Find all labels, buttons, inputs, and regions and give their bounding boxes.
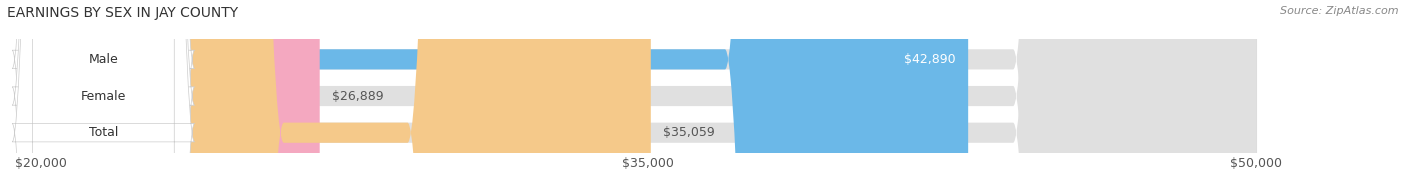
Text: EARNINGS BY SEX IN JAY COUNTY: EARNINGS BY SEX IN JAY COUNTY bbox=[7, 6, 238, 20]
Text: Female: Female bbox=[80, 90, 127, 103]
FancyBboxPatch shape bbox=[41, 0, 1257, 196]
Text: $42,890: $42,890 bbox=[904, 53, 956, 66]
FancyBboxPatch shape bbox=[41, 0, 651, 196]
FancyBboxPatch shape bbox=[41, 0, 1257, 196]
FancyBboxPatch shape bbox=[13, 0, 194, 196]
Text: Source: ZipAtlas.com: Source: ZipAtlas.com bbox=[1281, 6, 1399, 16]
FancyBboxPatch shape bbox=[41, 0, 969, 196]
FancyBboxPatch shape bbox=[13, 0, 194, 196]
FancyBboxPatch shape bbox=[13, 0, 194, 196]
FancyBboxPatch shape bbox=[41, 0, 319, 196]
FancyBboxPatch shape bbox=[41, 0, 1257, 196]
Text: $26,889: $26,889 bbox=[332, 90, 384, 103]
Text: Total: Total bbox=[89, 126, 118, 139]
Text: Male: Male bbox=[89, 53, 118, 66]
Text: $35,059: $35,059 bbox=[664, 126, 714, 139]
